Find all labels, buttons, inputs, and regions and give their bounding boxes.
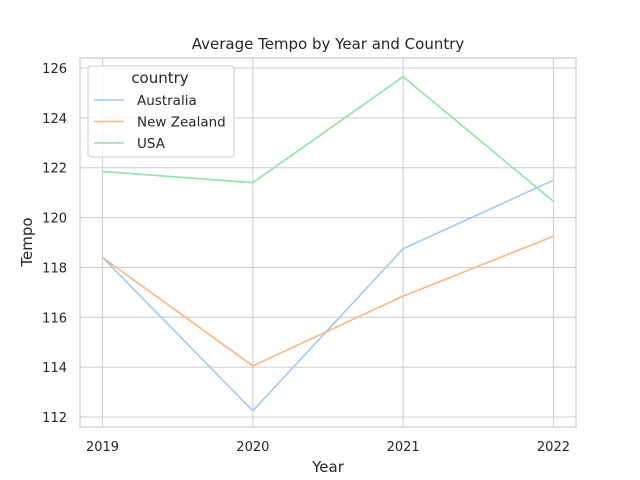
plot-frame <box>79 57 577 428</box>
x-tick-label: 2020 <box>236 440 269 455</box>
y-tick-label: 116 <box>42 311 67 326</box>
y-tick-labels: 112 114 116 118 120 122 124 126 <box>42 62 67 426</box>
y-tick-label: 126 <box>42 62 67 77</box>
series-line-new-zealand <box>102 235 554 367</box>
legend-title: country <box>131 69 188 87</box>
series-lines <box>101 75 554 412</box>
legend-items: Australia New Zealand USA <box>94 93 226 152</box>
x-tick-label: 2019 <box>86 440 119 455</box>
x-tick-label: 2021 <box>387 440 420 455</box>
y-tick-label: 124 <box>42 112 67 127</box>
legend-label-new-zealand: New Zealand <box>137 115 226 131</box>
legend: country Australia New Zealand USA <box>87 65 235 158</box>
y-tick-label: 120 <box>42 212 67 227</box>
y-tick-label: 112 <box>42 411 67 426</box>
y-tick-label: 122 <box>42 162 67 177</box>
x-tick-labels: 2019 2020 2021 2022 <box>86 440 570 455</box>
x-axis-label: Year <box>311 458 345 476</box>
y-tick-label: 114 <box>42 361 67 376</box>
series-line-usa <box>102 75 554 202</box>
y-axis-label: Tempo <box>18 217 36 267</box>
y-tick-label: 118 <box>42 261 67 276</box>
x-tick-label: 2022 <box>537 440 570 455</box>
chart-title: Average Tempo by Year and Country <box>192 35 465 53</box>
legend-label-usa: USA <box>137 136 166 152</box>
legend-label-australia: Australia <box>137 93 197 109</box>
legend-box <box>87 65 235 158</box>
series-line-australia <box>101 179 554 412</box>
